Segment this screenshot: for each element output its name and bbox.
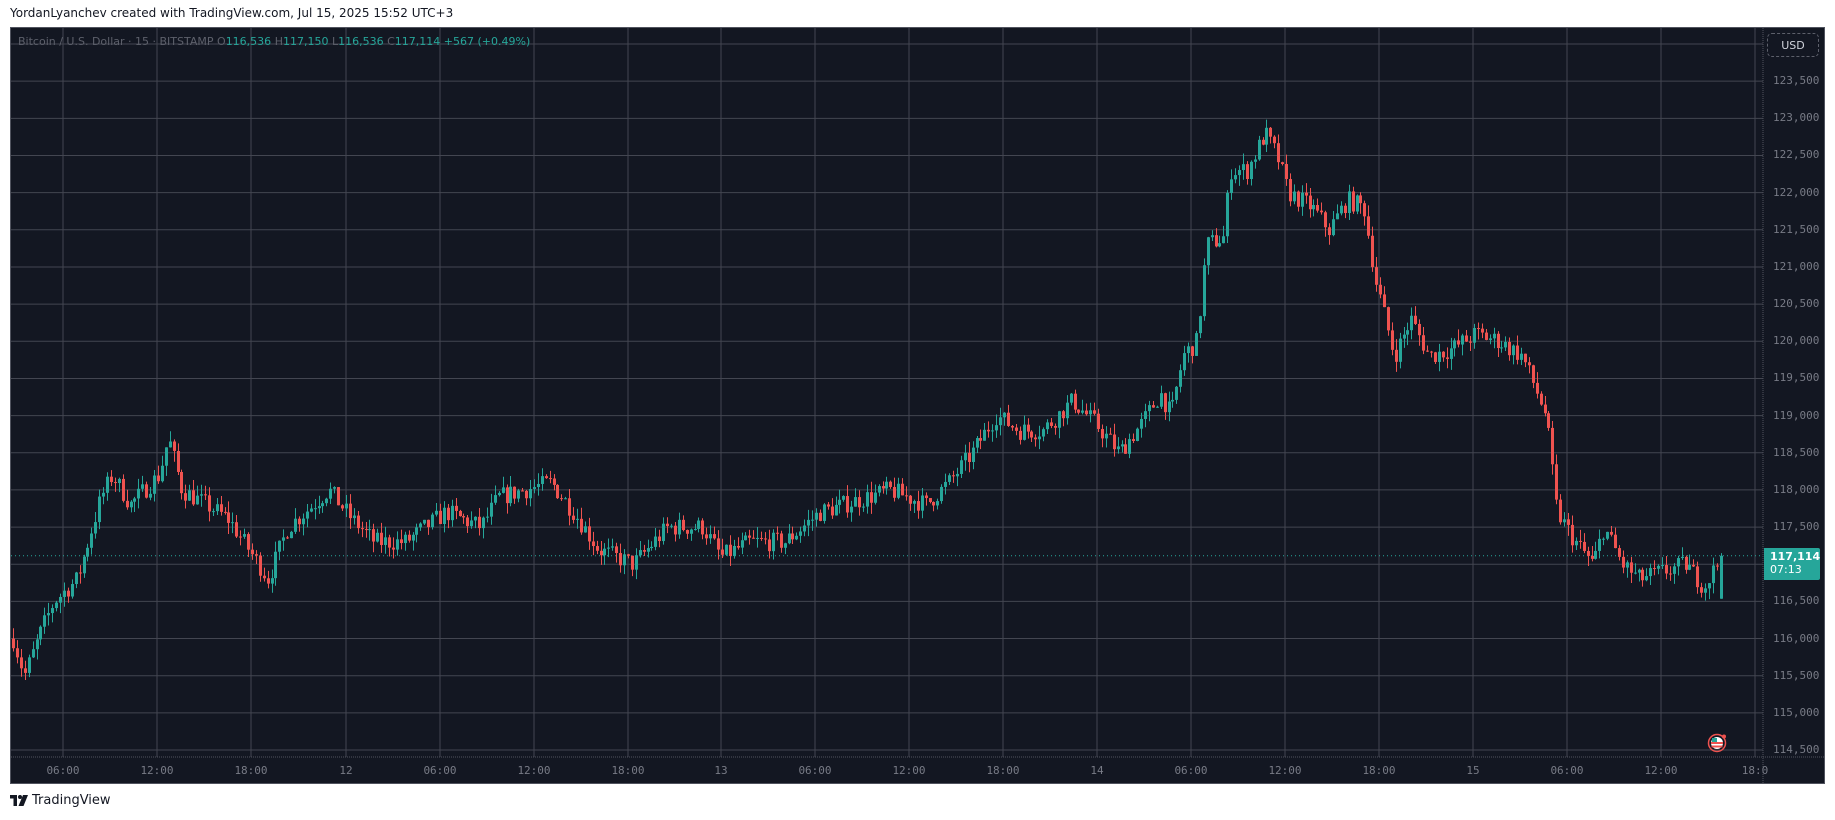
time-tick-label: 14	[1090, 764, 1104, 777]
tradingview-logo-icon	[10, 795, 28, 806]
price-tick-label: 119,000	[1773, 408, 1820, 422]
chart-panel[interactable]	[10, 27, 1825, 784]
price-tick-label: 122,500	[1773, 148, 1820, 162]
time-tick-label: 13	[714, 764, 728, 777]
time-tick-label: 06:00	[1550, 764, 1584, 777]
price-tick-label: 120,500	[1773, 297, 1820, 311]
us-flag-event-icon[interactable]	[1707, 733, 1727, 753]
time-tick-label: 18:00	[234, 764, 268, 777]
time-tick-label: 12:00	[1268, 764, 1302, 777]
time-tick-label: 12:00	[892, 764, 926, 777]
time-tick-label: 06:00	[423, 764, 457, 777]
ohlc-legend: Bitcoin / U.S. Dollar · 15 · BITSTAMP O1…	[18, 35, 531, 48]
price-tick-label: 114,500	[1773, 743, 1820, 757]
time-tick-label: 12:00	[517, 764, 551, 777]
open-value: 116,536	[225, 35, 272, 48]
time-tick-label: 15	[1466, 764, 1480, 777]
price-tick-label: 122,000	[1773, 185, 1820, 199]
time-tick-label: 18:00	[611, 764, 645, 777]
currency-button[interactable]: USD	[1767, 33, 1819, 57]
price-tick-label: 121,500	[1773, 222, 1820, 236]
price-tick-label: 119,500	[1773, 371, 1820, 385]
time-tick-label: 06:00	[46, 764, 80, 777]
time-tick-label: 12:00	[1644, 764, 1678, 777]
last-price-tag: 117,114 07:13	[1764, 548, 1820, 580]
price-tick-label: 115,000	[1773, 705, 1820, 719]
symbol-label[interactable]: Bitcoin / U.S. Dollar · 15 · BITSTAMP	[18, 35, 214, 48]
price-tick-label: 116,500	[1773, 594, 1820, 608]
price-tick-label: 118,000	[1773, 482, 1820, 496]
close-value: 117,114	[394, 35, 441, 48]
time-tick-label: 12:00	[140, 764, 174, 777]
time-tick-label: 18:00	[1362, 764, 1396, 777]
low-value: 116,536	[338, 35, 384, 48]
bar-countdown: 07:13	[1770, 563, 1802, 576]
price-tick-label: 123,500	[1773, 74, 1820, 88]
change-value: +567 (+0.49%)	[443, 35, 531, 48]
price-tick-label: 120,000	[1773, 334, 1820, 348]
time-tick-label: 18:0	[1741, 764, 1769, 777]
price-tick-label: 123,000	[1773, 111, 1820, 125]
footer-brand[interactable]: TradingView	[10, 793, 111, 808]
last-price: 117,114	[1770, 550, 1821, 563]
brand-label: TradingView	[32, 793, 111, 808]
time-tick-label: 12	[339, 764, 353, 777]
price-tick-label: 115,500	[1773, 668, 1820, 682]
chart-caption: YordanLyanchev created with TradingView.…	[10, 6, 454, 20]
price-tick-label: 117,500	[1773, 520, 1820, 534]
time-tick-label: 06:00	[1174, 764, 1208, 777]
time-tick-label: 06:00	[798, 764, 832, 777]
price-tick-label: 116,000	[1773, 631, 1820, 645]
time-tick-label: 18:00	[986, 764, 1020, 777]
price-tick-label: 121,000	[1773, 259, 1820, 273]
high-value: 117,150	[282, 35, 329, 48]
price-tick-label: 118,500	[1773, 445, 1820, 459]
